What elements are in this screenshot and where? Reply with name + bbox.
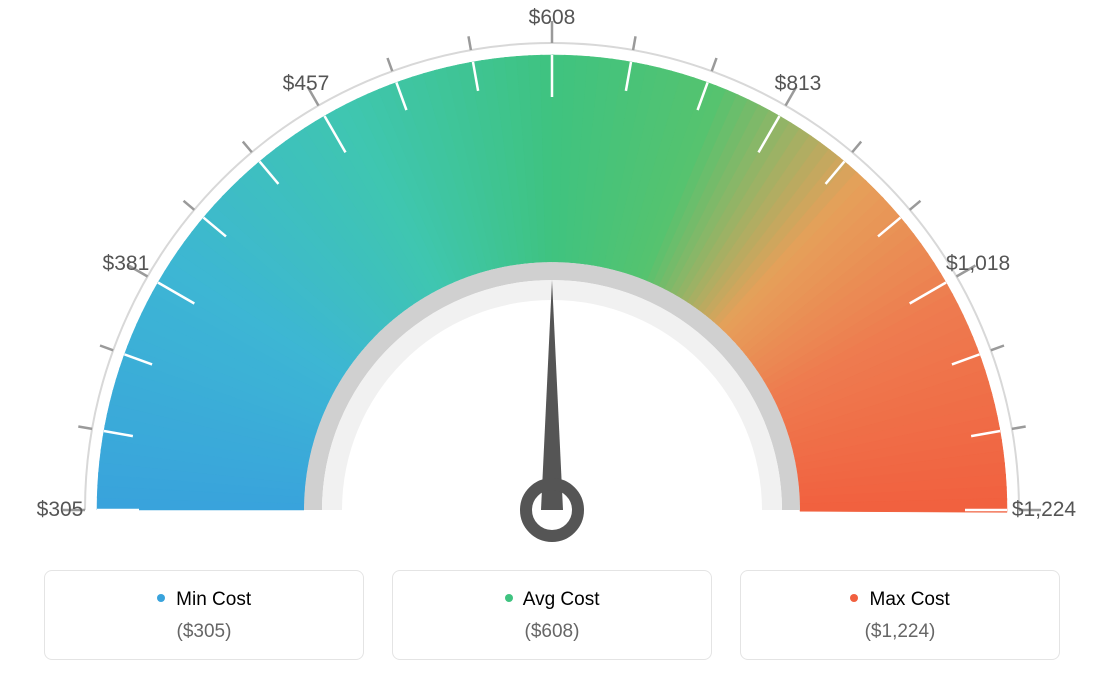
legend-row: Min Cost ($305) Avg Cost ($608) Max Cost… [0,570,1104,660]
scale-label: $381 [103,252,150,276]
legend-title-min: Min Cost [55,589,353,611]
legend-dot-max [850,594,858,602]
legend-value-max: ($1,224) [751,621,1049,643]
scale-label: $608 [529,6,576,30]
legend-title-max: Max Cost [751,589,1049,611]
scale-label: $1,224 [1012,498,1076,522]
gauge-svg [0,0,1104,560]
legend-dot-avg [505,594,513,602]
legend-card-max: Max Cost ($1,224) [740,570,1060,660]
scale-label: $305 [37,498,84,522]
scale-label: $457 [283,72,330,96]
legend-label-max: Max Cost [870,589,950,610]
scale-label: $1,018 [946,252,1010,276]
legend-label-avg: Avg Cost [523,589,600,610]
gauge-chart: $305 $381 $457 $608 $813 $1,018 $1,224 [0,0,1104,560]
scale-label: $813 [775,72,822,96]
legend-label-min: Min Cost [176,589,251,610]
legend-card-avg: Avg Cost ($608) [392,570,712,660]
legend-value-min: ($305) [55,621,353,643]
legend-title-avg: Avg Cost [403,589,701,611]
legend-card-min: Min Cost ($305) [44,570,364,660]
legend-value-avg: ($608) [403,621,701,643]
legend-dot-min [157,594,165,602]
